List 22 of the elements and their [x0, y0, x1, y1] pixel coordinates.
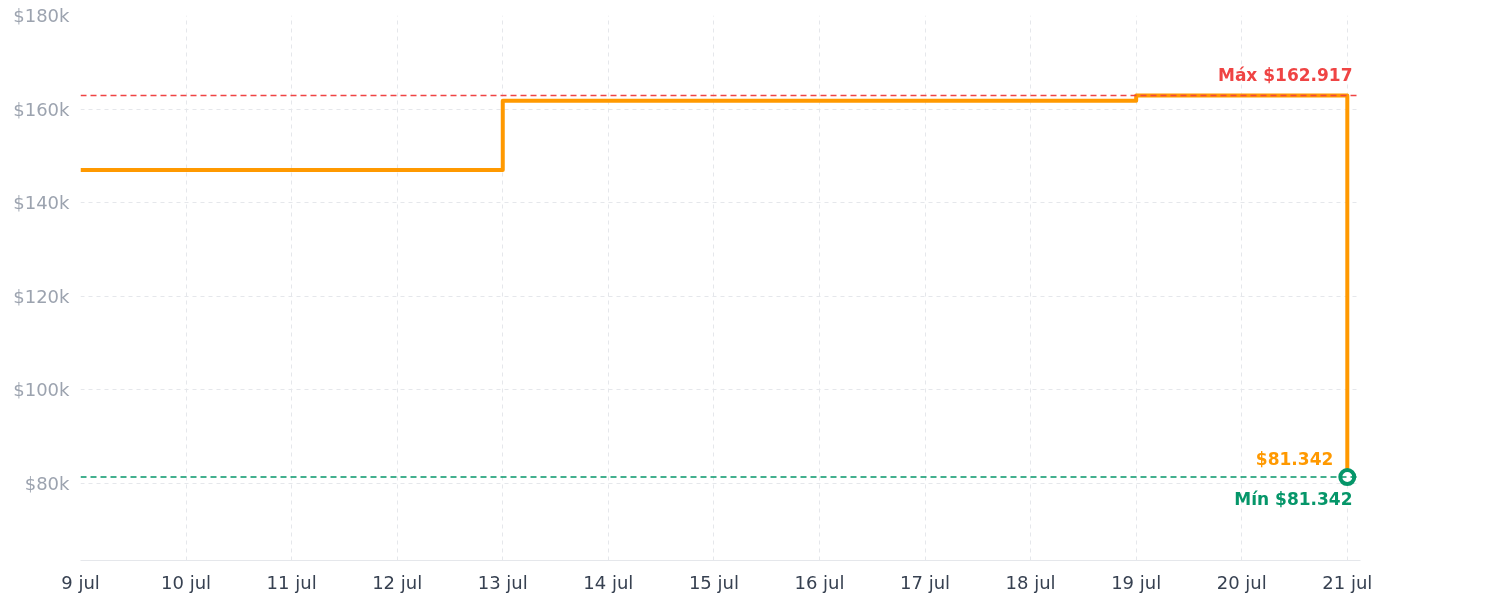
y-tick-label: $120k [13, 285, 71, 307]
ref-line-label: Máx $162.917 [1217, 65, 1353, 86]
annotation: $81.342 [1255, 449, 1334, 470]
y-tick-label: $180k [13, 5, 71, 26]
x-tick-label: 21 jul [1322, 571, 1373, 593]
x-tick-label: 14 jul [583, 571, 634, 593]
x-tick-label: 19 jul [1111, 571, 1162, 593]
x-tick-label: 18 jul [1005, 571, 1056, 593]
y-tick-label: $100k [13, 379, 71, 401]
x-tick-label: 9 jul [61, 571, 100, 593]
ref-line-label: Mín $81.342 [1234, 489, 1353, 510]
y-tick-label: $80k [24, 472, 71, 494]
x-tick-label: 11 jul [266, 571, 317, 593]
x-tick-label: 10 jul [161, 571, 212, 593]
x-tick-label: 13 jul [477, 571, 528, 593]
x-tick-label: 15 jul [688, 571, 739, 593]
x-tick-label: 16 jul [794, 571, 845, 593]
x-tick-label: 17 jul [900, 571, 951, 593]
y-tick-label: $160k [13, 98, 71, 120]
x-tick-label: 20 jul [1216, 571, 1267, 593]
y-tick-label: $140k [13, 192, 71, 214]
x-tick-label: 12 jul [372, 571, 423, 593]
